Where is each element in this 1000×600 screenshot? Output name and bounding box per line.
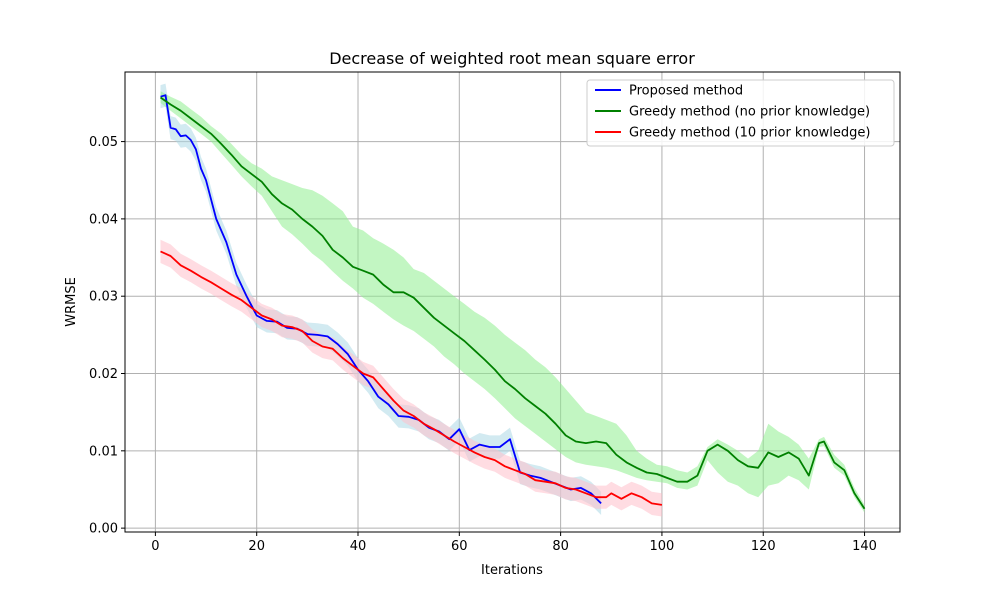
legend-label-2: Greedy method (10 prior knowledge) <box>629 126 870 141</box>
x-tick-label: 100 <box>650 539 675 554</box>
x-tick-label: 0 <box>151 539 159 554</box>
y-tick-label: 0.01 <box>89 444 118 459</box>
y-tick-label: 0.04 <box>89 212 118 227</box>
x-tick-label: 120 <box>751 539 776 554</box>
line-series-2 <box>160 250 663 506</box>
y-tick-label: 0.03 <box>89 290 118 305</box>
axis-ticks: 0 20 40 60 80 100 120 140 0.00 0.01 0.02 0.03 0.04 0.… <box>89 135 877 554</box>
x-tick-label: 80 <box>552 539 569 554</box>
legend: Proposed method Greedy method (no prior k… <box>586 79 895 147</box>
y-tick-label: 0.00 <box>89 522 118 537</box>
legend-label-0: Proposed method <box>629 84 743 99</box>
y-tick-label: 0.02 <box>89 367 118 382</box>
x-tick-label: 40 <box>350 539 367 554</box>
band-series-2 <box>160 239 662 517</box>
legend-box <box>586 79 895 147</box>
band-series-1 <box>160 91 865 513</box>
x-tick-label: 140 <box>852 539 877 554</box>
y-axis-label: WRMSE <box>64 277 79 327</box>
x-tick-label: 20 <box>248 539 265 554</box>
x-tick-label: 60 <box>451 539 468 554</box>
y-tick-label: 0.05 <box>89 135 118 150</box>
legend-label-1: Greedy method (no prior knowledge) <box>629 105 870 120</box>
line-series-1 <box>159 96 866 510</box>
plot-frame <box>124 71 901 533</box>
x-axis-label: Iterations <box>481 563 543 578</box>
series-lines <box>159 94 866 510</box>
chart-title: Decrease of weighted root mean square er… <box>329 49 695 68</box>
